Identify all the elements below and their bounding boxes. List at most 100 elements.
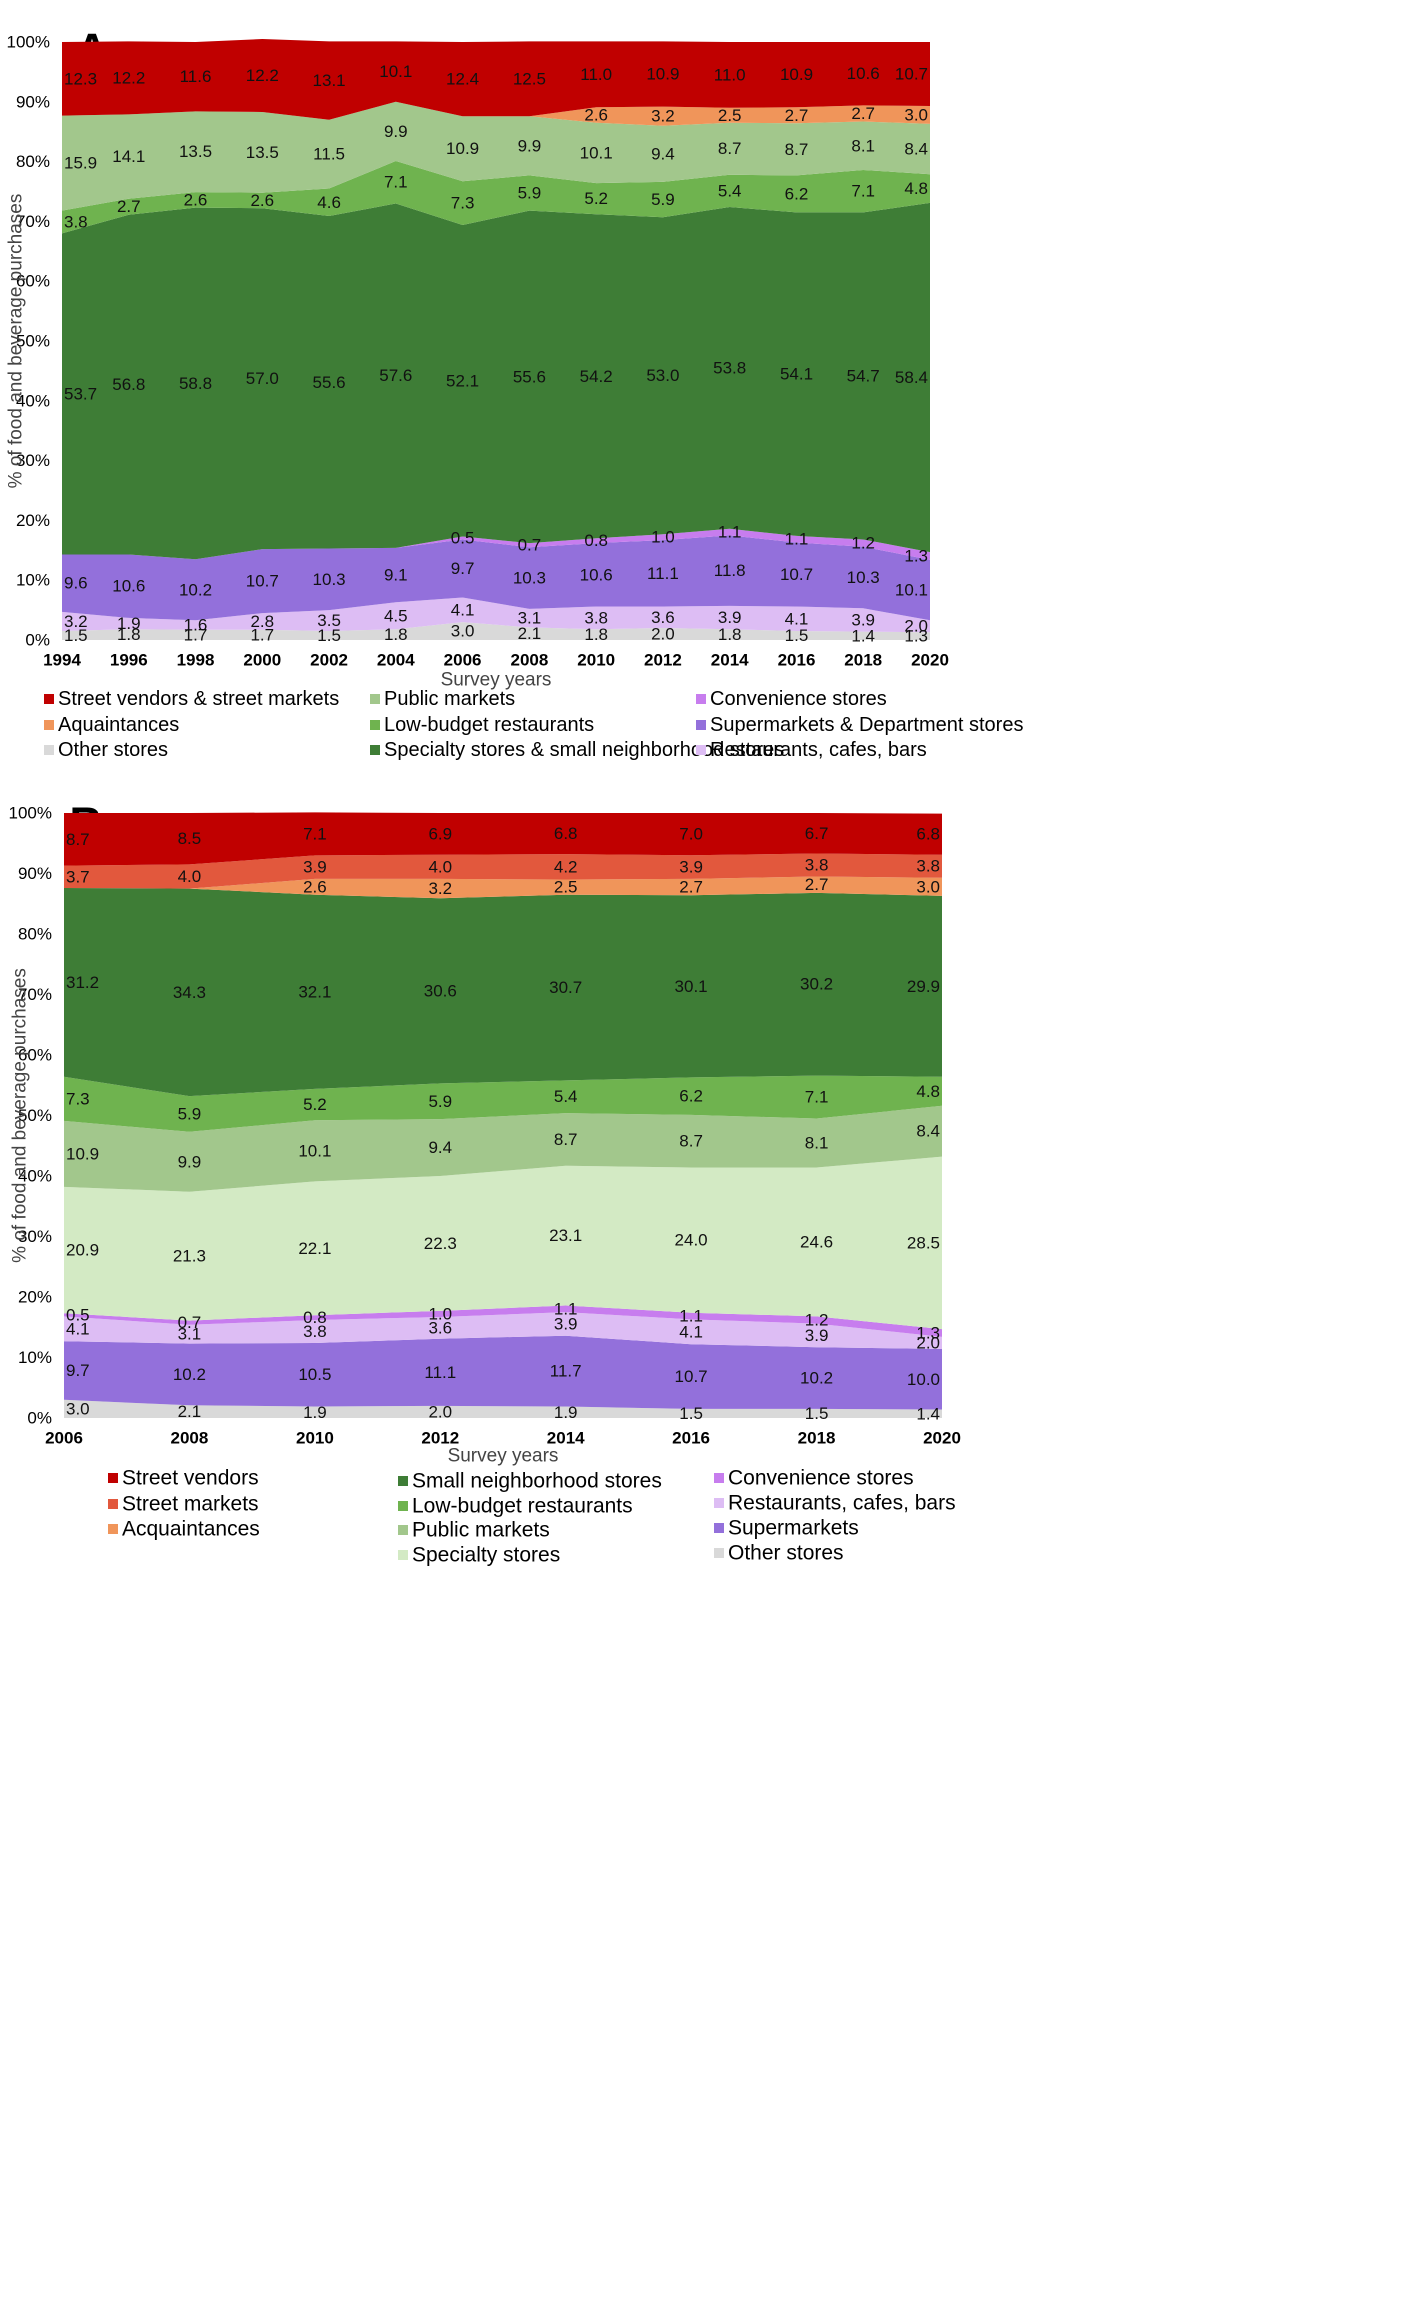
data-label: 3.1 (518, 609, 542, 628)
data-label: 1.5 (785, 626, 809, 645)
data-label: 10.7 (780, 565, 813, 584)
legend-swatch (44, 720, 54, 730)
data-label: 10.1 (580, 143, 613, 162)
data-label: 9.4 (428, 1138, 452, 1157)
data-label: 9.1 (384, 566, 408, 585)
x-tick-label: 2012 (644, 651, 682, 670)
x-tick-label: 2016 (778, 651, 816, 670)
data-label: 0.5 (451, 529, 475, 548)
data-label: 5.9 (518, 184, 542, 203)
data-label: 28.5 (907, 1233, 940, 1252)
data-label: 7.0 (679, 825, 703, 844)
data-label: 9.9 (384, 122, 408, 141)
data-label: 3.8 (584, 608, 608, 627)
y-tick-label: 70% (16, 212, 50, 231)
data-label: 8.4 (904, 140, 928, 159)
y-tick-label: 10% (18, 1348, 52, 1367)
data-label: 53.0 (646, 366, 679, 385)
y-tick-label: 60% (18, 1046, 52, 1065)
data-label: 1.3 (916, 1324, 940, 1343)
legend-label: Specialty stores (412, 1544, 560, 1567)
chart-panel-a: A1.51.81.71.71.51.83.02.11.82.01.81.51.4… (6, 24, 1024, 761)
data-label: 57.0 (246, 369, 279, 388)
legend-item-specialty-stores-and-small-neighborhood-stores: Specialty stores & small neighborhood st… (370, 739, 784, 761)
data-label: 10.7 (246, 572, 279, 591)
data-label: 3.2 (64, 612, 88, 631)
y-tick-label: 100% (7, 33, 50, 52)
data-label: 3.7 (66, 867, 90, 886)
data-label: 10.6 (847, 64, 880, 83)
data-label: 10.1 (298, 1141, 331, 1160)
data-label: 1.9 (117, 614, 141, 633)
legend-swatch (398, 1476, 408, 1486)
x-tick-label: 1998 (177, 651, 215, 670)
x-tick-label: 1996 (110, 651, 148, 670)
data-label: 1.7 (250, 625, 274, 644)
data-label: 5.2 (303, 1095, 327, 1114)
legend-swatch (108, 1524, 118, 1534)
x-tick-label: 2000 (243, 651, 281, 670)
data-label: 2.8 (250, 612, 274, 631)
y-tick-label: 70% (18, 985, 52, 1004)
data-label: 1.7 (184, 625, 208, 644)
data-label: 29.9 (907, 977, 940, 996)
legend-label: Restaurants, cafes, bars (710, 739, 927, 761)
y-tick-label: 20% (18, 1288, 52, 1307)
data-label: 5.9 (651, 190, 675, 209)
data-label: 5.4 (554, 1087, 578, 1106)
data-label: 4.0 (178, 867, 202, 886)
data-label: 9.9 (178, 1152, 202, 1171)
x-axis-title: Survey years (448, 1446, 559, 1467)
legend-label: Small neighborhood stores (412, 1470, 662, 1493)
data-label: 24.0 (675, 1231, 708, 1250)
x-tick-label: 2010 (296, 1429, 334, 1448)
data-label: 54.1 (780, 365, 813, 384)
data-label: 10.9 (780, 65, 813, 84)
legend-item-street-markets: Street markets (108, 1493, 259, 1516)
data-label: 10.6 (580, 565, 613, 584)
data-label: 30.1 (675, 977, 708, 996)
area-restaurants-cafes-bars (64, 1312, 942, 1349)
x-tick-label: 2018 (798, 1429, 836, 1448)
data-label: 6.8 (916, 825, 940, 844)
data-label: 4.1 (785, 609, 809, 628)
data-label: 1.1 (718, 523, 742, 542)
x-tick-label: 1994 (43, 651, 81, 670)
data-label: 3.6 (651, 608, 675, 627)
data-label: 1.2 (805, 1311, 829, 1330)
data-label: 8.7 (718, 139, 742, 158)
x-tick-label: 2012 (421, 1429, 459, 1448)
data-label: 10.5 (298, 1365, 331, 1384)
data-label: 8.7 (554, 1130, 578, 1149)
legend-swatch (44, 694, 54, 704)
data-label: 2.7 (679, 878, 703, 897)
data-label: 23.1 (549, 1226, 582, 1245)
legend-label: Public markets (384, 688, 515, 710)
legend-swatch (370, 720, 380, 730)
data-label: 10.9 (446, 139, 479, 158)
y-tick-label: 80% (16, 152, 50, 171)
data-label: 14.1 (112, 147, 145, 166)
area-supermarkets-and-department-stores (62, 535, 930, 621)
data-label: 1.9 (554, 1403, 578, 1422)
data-label: 3.0 (66, 1399, 90, 1418)
data-label: 2.5 (554, 878, 578, 897)
area-street-vendors-and-street-markets (62, 39, 930, 120)
data-label: 2.0 (428, 1403, 452, 1422)
data-label: 12.4 (446, 70, 479, 89)
legend-item-specialty-stores: Specialty stores (398, 1544, 560, 1567)
legend-item-public-markets: Public markets (398, 1519, 550, 1542)
data-label: 2.0 (651, 625, 675, 644)
data-label: 7.1 (303, 824, 327, 843)
legend-label: Other stores (728, 1542, 844, 1565)
x-tick-label: 2010 (577, 651, 615, 670)
y-tick-label: 50% (18, 1106, 52, 1125)
chart-panel-b: B3.02.11.92.01.91.51.51.49.710.210.511.1… (9, 798, 961, 1567)
x-tick-label: 2008 (510, 651, 548, 670)
legend-swatch (370, 745, 380, 755)
area-other-stores (62, 622, 930, 640)
legend-item-low-budget-restaurants: Low-budget restaurants (398, 1495, 633, 1518)
data-label: 11.0 (580, 65, 612, 84)
data-label: 9.7 (451, 559, 475, 578)
